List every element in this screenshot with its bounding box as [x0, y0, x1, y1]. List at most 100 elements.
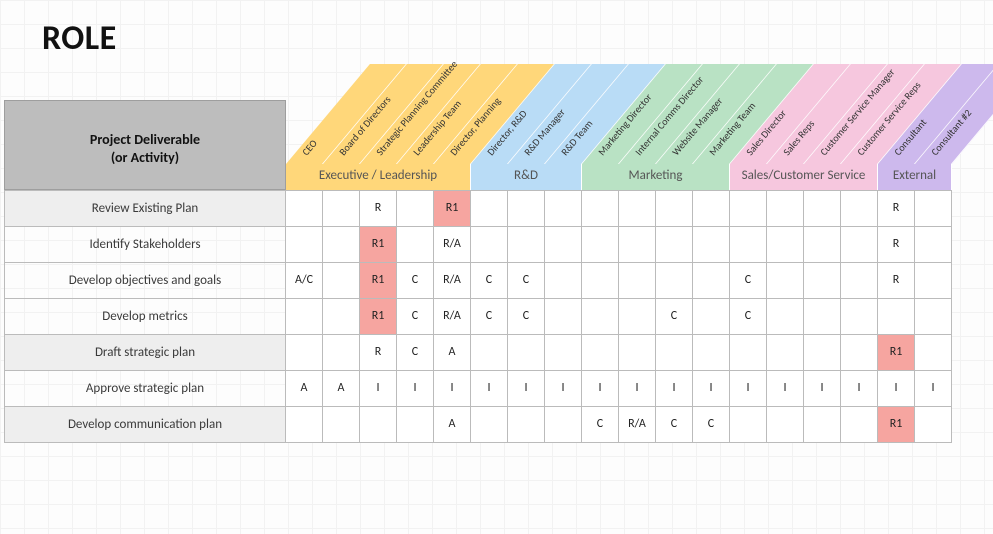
matrix-cell: I [545, 370, 582, 406]
matrix-cell: C [582, 406, 619, 443]
matrix-cell: I [730, 370, 767, 406]
matrix-cell: I [915, 370, 952, 406]
page-title: ROLE [42, 18, 984, 59]
matrix-cell [582, 262, 619, 298]
matrix-cell: C [397, 298, 434, 334]
matrix-cell [582, 226, 619, 262]
matrix-cell [619, 298, 656, 334]
matrix-cell: C [730, 298, 767, 334]
matrix-cell: R1 [360, 226, 397, 262]
row-label: Identify Stakeholders [4, 226, 286, 262]
matrix-cell [323, 226, 360, 262]
table-row: Develop objectives and goalsA/CR1CR/ACCC… [4, 262, 984, 298]
matrix-cell: C [471, 298, 508, 334]
table-row: Develop communication planACR/ACCR1 [4, 406, 984, 443]
table-row: Draft strategic planRCAR1 [4, 334, 984, 370]
matrix-cell [693, 298, 730, 334]
matrix-cell [545, 190, 582, 226]
matrix-cell: I [471, 370, 508, 406]
matrix-cell [619, 190, 656, 226]
matrix-cell [471, 226, 508, 262]
matrix-cell: I [767, 370, 804, 406]
matrix-cell: A [434, 334, 471, 370]
row-label: Develop communication plan [4, 406, 286, 443]
matrix-cell [915, 262, 952, 298]
matrix-cell [582, 190, 619, 226]
matrix-cell [656, 262, 693, 298]
matrix-cell [286, 226, 323, 262]
matrix-cell [582, 298, 619, 334]
matrix-cell: I [693, 370, 730, 406]
matrix-cell [804, 298, 841, 334]
matrix-cell [915, 226, 952, 262]
matrix-cell [693, 334, 730, 370]
matrix-cell: R/A [434, 226, 471, 262]
matrix-cell [767, 298, 804, 334]
matrix-cell [767, 262, 804, 298]
row-label: Approve strategic plan [4, 370, 286, 406]
matrix-cell: R [878, 262, 915, 298]
matrix-cell [619, 226, 656, 262]
group-header: Marketing [582, 164, 730, 190]
matrix-cell: I [360, 370, 397, 406]
matrix-cell: A [323, 370, 360, 406]
matrix-cell: C [656, 406, 693, 443]
table-row: Approve strategic planAAIIIIIIIIIIIIIIII [4, 370, 984, 406]
matrix-body: Review Existing PlanRR1RIdentify Stakeho… [4, 190, 984, 443]
role-header-label: CEO [299, 137, 320, 158]
matrix-cell [397, 406, 434, 443]
matrix-cell: R [878, 226, 915, 262]
matrix-cell: R1 [360, 262, 397, 298]
matrix-cell: A [286, 370, 323, 406]
matrix-cell: C [693, 406, 730, 443]
group-header: Sales/Customer Service [730, 164, 878, 190]
matrix-cell [471, 190, 508, 226]
matrix-cell: R [360, 190, 397, 226]
matrix-cell [656, 190, 693, 226]
table-row: Review Existing PlanRR1R [4, 190, 984, 226]
matrix-cell [915, 334, 952, 370]
matrix-cell: I [804, 370, 841, 406]
group-header: External [878, 164, 952, 190]
matrix-cell: I [841, 370, 878, 406]
matrix-cell [656, 334, 693, 370]
matrix-cell: C [397, 262, 434, 298]
matrix-cell [804, 406, 841, 443]
matrix-cell: I [508, 370, 545, 406]
matrix-cell [619, 262, 656, 298]
matrix-cell [915, 406, 952, 443]
matrix-cell [397, 190, 434, 226]
matrix-cell [471, 334, 508, 370]
row-label: Develop objectives and goals [4, 262, 286, 298]
matrix-cell: R1 [360, 298, 397, 334]
matrix-cell [323, 190, 360, 226]
matrix-cell [323, 262, 360, 298]
matrix-cell [693, 262, 730, 298]
table-row: Develop metricsR1CR/ACCCC [4, 298, 984, 334]
matrix-cell [841, 226, 878, 262]
matrix-cell [323, 406, 360, 443]
matrix-cell: R/A [434, 298, 471, 334]
matrix-cell [767, 406, 804, 443]
matrix-cell [508, 226, 545, 262]
matrix-cell [841, 298, 878, 334]
table-row: Identify Stakeholders R1 R/A R [4, 226, 984, 262]
matrix-cell [767, 226, 804, 262]
matrix-cell [730, 334, 767, 370]
matrix-cell [915, 298, 952, 334]
matrix-cell [730, 406, 767, 443]
matrix-cell [841, 190, 878, 226]
row-label: Draft strategic plan [4, 334, 286, 370]
matrix-cell [397, 226, 434, 262]
matrix-cell: R [360, 334, 397, 370]
matrix-cell: R1 [878, 334, 915, 370]
matrix-cell [730, 226, 767, 262]
matrix-cell: C [471, 262, 508, 298]
group-header-row: Project Deliverable(or Activity) Executi… [4, 164, 984, 190]
matrix-cell [323, 334, 360, 370]
role-header-row: CEOBoard of DirectorsStrategic Planning … [286, 59, 984, 164]
matrix-cell [286, 190, 323, 226]
matrix-cell: R/A [619, 406, 656, 443]
row-label: Develop metrics [4, 298, 286, 334]
matrix-cell: I [397, 370, 434, 406]
